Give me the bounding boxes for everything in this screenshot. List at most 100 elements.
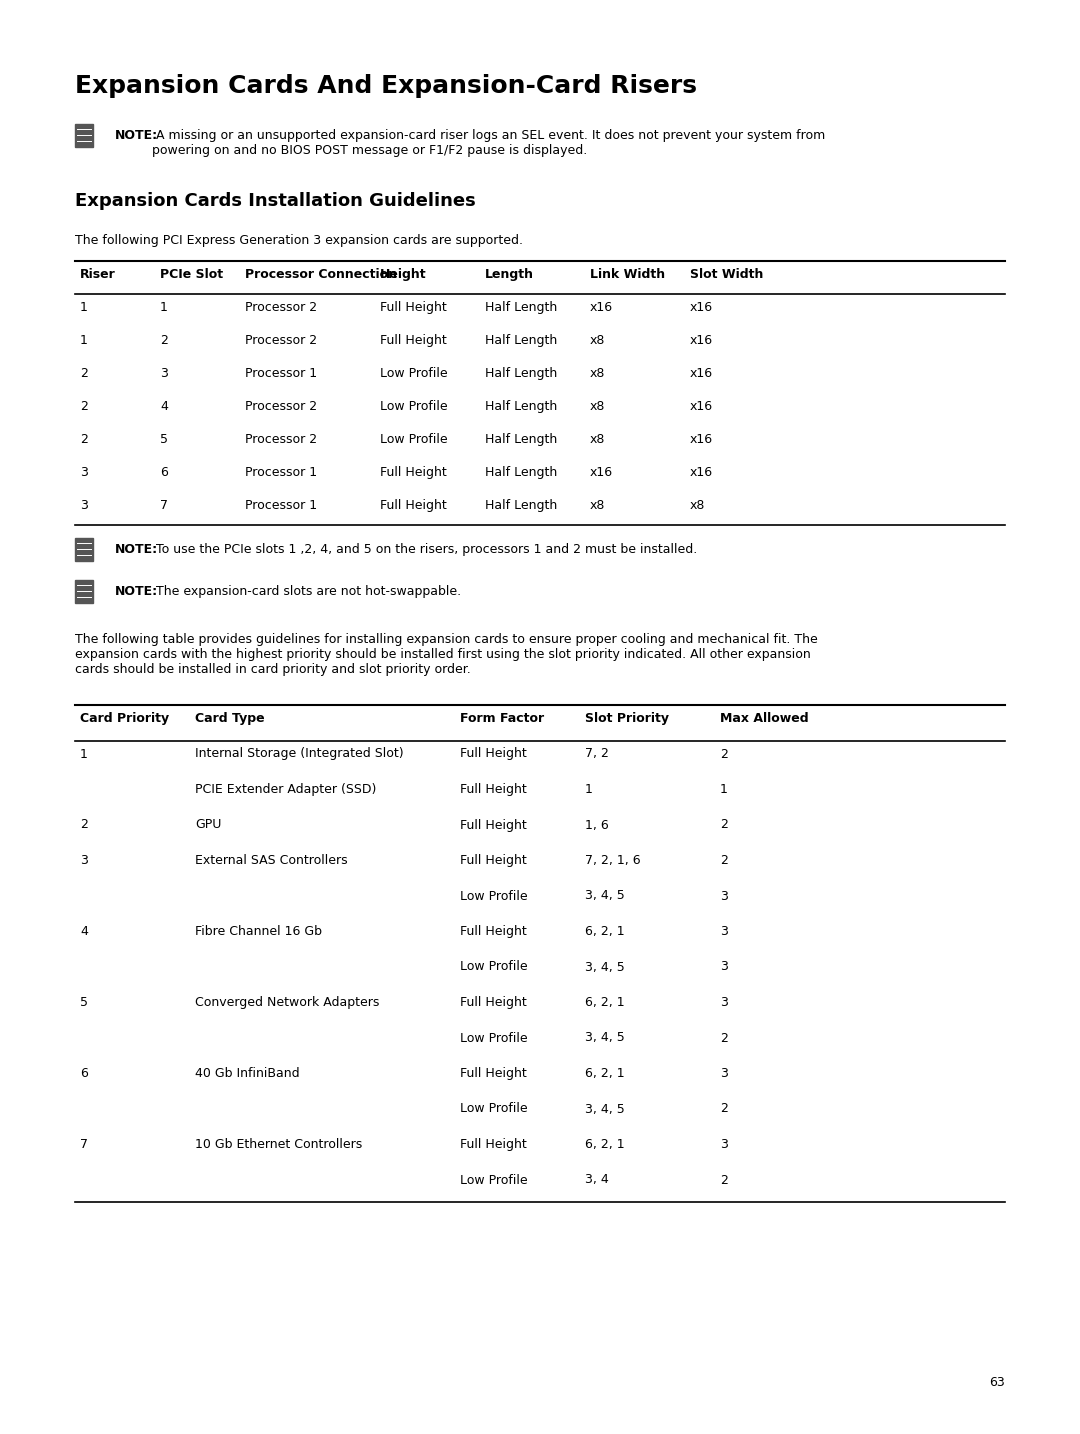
Text: 3, 4, 5: 3, 4, 5 bbox=[585, 1103, 624, 1116]
Text: Processor 2: Processor 2 bbox=[245, 301, 318, 314]
Text: 2: 2 bbox=[160, 334, 167, 347]
Text: Full Height: Full Height bbox=[460, 747, 527, 760]
Text: 4: 4 bbox=[80, 925, 87, 938]
Text: 7, 2, 1, 6: 7, 2, 1, 6 bbox=[585, 855, 640, 868]
Text: 6, 2, 1: 6, 2, 1 bbox=[585, 1139, 624, 1152]
Text: The following table provides guidelines for installing expansion cards to ensure: The following table provides guidelines … bbox=[75, 632, 818, 675]
Text: 2: 2 bbox=[720, 819, 728, 832]
Text: Low Profile: Low Profile bbox=[380, 400, 447, 413]
Text: Low Profile: Low Profile bbox=[460, 1031, 528, 1044]
Text: Processor 2: Processor 2 bbox=[245, 334, 318, 347]
Text: The expansion-card slots are not hot-swappable.: The expansion-card slots are not hot-swa… bbox=[152, 585, 461, 598]
Text: Low Profile: Low Profile bbox=[380, 433, 447, 446]
Polygon shape bbox=[75, 123, 93, 148]
Text: 3: 3 bbox=[720, 961, 728, 974]
Polygon shape bbox=[75, 538, 93, 561]
Text: 1: 1 bbox=[80, 301, 87, 314]
Text: Low Profile: Low Profile bbox=[460, 1103, 528, 1116]
Text: x8: x8 bbox=[590, 499, 606, 512]
Text: 2: 2 bbox=[720, 1031, 728, 1044]
Text: Max Allowed: Max Allowed bbox=[720, 713, 809, 726]
Text: 2: 2 bbox=[720, 1103, 728, 1116]
Text: Processor 1: Processor 1 bbox=[245, 499, 318, 512]
Text: 3: 3 bbox=[720, 997, 728, 1010]
Text: 6: 6 bbox=[80, 1067, 87, 1080]
Text: Full Height: Full Height bbox=[380, 499, 447, 512]
Text: x8: x8 bbox=[590, 433, 606, 446]
Text: 3, 4, 5: 3, 4, 5 bbox=[585, 1031, 624, 1044]
Text: 3, 4, 5: 3, 4, 5 bbox=[585, 889, 624, 902]
Text: A missing or an unsupported expansion-card riser logs an SEL event. It does not : A missing or an unsupported expansion-ca… bbox=[152, 129, 825, 156]
Text: Low Profile: Low Profile bbox=[460, 889, 528, 902]
Text: x16: x16 bbox=[690, 301, 713, 314]
Text: 1: 1 bbox=[160, 301, 167, 314]
Text: 2: 2 bbox=[720, 855, 728, 868]
Text: Half Length: Half Length bbox=[485, 499, 557, 512]
Text: Half Length: Half Length bbox=[485, 433, 557, 446]
Text: Half Length: Half Length bbox=[485, 334, 557, 347]
Text: GPU: GPU bbox=[195, 819, 221, 832]
Text: Converged Network Adapters: Converged Network Adapters bbox=[195, 997, 379, 1010]
Text: x8: x8 bbox=[690, 499, 705, 512]
Text: x8: x8 bbox=[590, 400, 606, 413]
Text: External SAS Controllers: External SAS Controllers bbox=[195, 855, 348, 868]
Text: Link Width: Link Width bbox=[590, 268, 665, 281]
Text: To use the PCIe slots 1 ,2, 4, and 5 on the risers, processors 1 and 2 must be i: To use the PCIe slots 1 ,2, 4, and 5 on … bbox=[152, 543, 698, 556]
Text: 3: 3 bbox=[720, 925, 728, 938]
Polygon shape bbox=[75, 579, 93, 604]
Text: Expansion Cards And Expansion-Card Risers: Expansion Cards And Expansion-Card Riser… bbox=[75, 75, 697, 98]
Text: NOTE:: NOTE: bbox=[114, 543, 158, 556]
Text: 7: 7 bbox=[160, 499, 168, 512]
Text: NOTE:: NOTE: bbox=[114, 585, 158, 598]
Text: Low Profile: Low Profile bbox=[380, 367, 447, 380]
Text: Card Priority: Card Priority bbox=[80, 713, 170, 726]
Text: x16: x16 bbox=[690, 367, 713, 380]
Text: Fibre Channel 16 Gb: Fibre Channel 16 Gb bbox=[195, 925, 322, 938]
Text: The following PCI Express Generation 3 expansion cards are supported.: The following PCI Express Generation 3 e… bbox=[75, 234, 523, 247]
Text: Full Height: Full Height bbox=[460, 855, 527, 868]
Text: Full Height: Full Height bbox=[460, 783, 527, 796]
Text: Half Length: Half Length bbox=[485, 367, 557, 380]
Text: PCIE Extender Adapter (SSD): PCIE Extender Adapter (SSD) bbox=[195, 783, 376, 796]
Text: Full Height: Full Height bbox=[460, 925, 527, 938]
Text: Slot Priority: Slot Priority bbox=[585, 713, 669, 726]
Text: Half Length: Half Length bbox=[485, 400, 557, 413]
Text: Low Profile: Low Profile bbox=[460, 1173, 528, 1186]
Text: 3: 3 bbox=[80, 855, 87, 868]
Text: Full Height: Full Height bbox=[380, 466, 447, 479]
Text: 2: 2 bbox=[80, 367, 87, 380]
Text: 5: 5 bbox=[160, 433, 168, 446]
Text: 6: 6 bbox=[160, 466, 167, 479]
Text: 3: 3 bbox=[720, 1139, 728, 1152]
Text: 3: 3 bbox=[160, 367, 167, 380]
Text: 3: 3 bbox=[80, 466, 87, 479]
Text: 1: 1 bbox=[80, 334, 87, 347]
Text: Processor Connection: Processor Connection bbox=[245, 268, 397, 281]
Text: 2: 2 bbox=[720, 1173, 728, 1186]
Text: 6, 2, 1: 6, 2, 1 bbox=[585, 925, 624, 938]
Text: 7: 7 bbox=[80, 1139, 87, 1152]
Text: 3: 3 bbox=[720, 889, 728, 902]
Text: x16: x16 bbox=[690, 400, 713, 413]
Text: Expansion Cards Installation Guidelines: Expansion Cards Installation Guidelines bbox=[75, 192, 476, 209]
Text: Full Height: Full Height bbox=[460, 997, 527, 1010]
Text: 2: 2 bbox=[720, 747, 728, 760]
Text: NOTE:: NOTE: bbox=[114, 129, 158, 142]
Text: 1: 1 bbox=[585, 783, 593, 796]
Text: 3, 4, 5: 3, 4, 5 bbox=[585, 961, 624, 974]
Text: Length: Length bbox=[485, 268, 534, 281]
Text: 63: 63 bbox=[989, 1377, 1005, 1390]
Text: x16: x16 bbox=[690, 334, 713, 347]
Text: x8: x8 bbox=[590, 334, 606, 347]
Text: 1: 1 bbox=[80, 747, 87, 760]
Text: Full Height: Full Height bbox=[460, 1067, 527, 1080]
Text: Height: Height bbox=[380, 268, 427, 281]
Text: 2: 2 bbox=[80, 819, 87, 832]
Text: Form Factor: Form Factor bbox=[460, 713, 544, 726]
Text: 5: 5 bbox=[80, 997, 87, 1010]
Text: 2: 2 bbox=[80, 400, 87, 413]
Text: 40 Gb InfiniBand: 40 Gb InfiniBand bbox=[195, 1067, 299, 1080]
Text: x8: x8 bbox=[590, 367, 606, 380]
Text: Full Height: Full Height bbox=[460, 1139, 527, 1152]
Text: 1, 6: 1, 6 bbox=[585, 819, 609, 832]
